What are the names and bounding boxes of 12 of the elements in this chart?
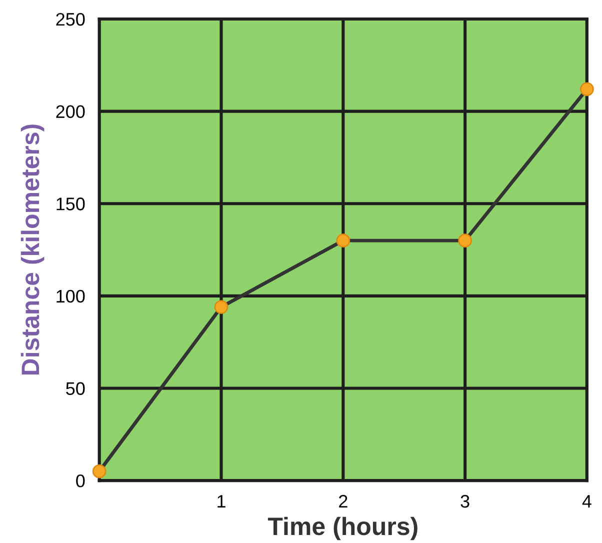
y-tick-label: 50 <box>66 382 85 395</box>
x-tick-label: 3 <box>460 494 470 508</box>
x-tick-label: 1 <box>218 495 226 508</box>
x-tick-label: 4 <box>582 495 592 508</box>
y-axis-title: Distance (kilometers) <box>20 124 44 375</box>
y-tick-label: 0 <box>76 474 85 488</box>
y-tick-label: 150 <box>56 198 85 210</box>
x-tick-label: 2 <box>339 494 348 508</box>
y-tick-label: 200 <box>56 105 85 118</box>
y-tick-label: 250 <box>56 12 85 26</box>
y-tick-label: 100 <box>56 290 85 303</box>
x-axis-title: Time (hours) <box>268 516 418 540</box>
